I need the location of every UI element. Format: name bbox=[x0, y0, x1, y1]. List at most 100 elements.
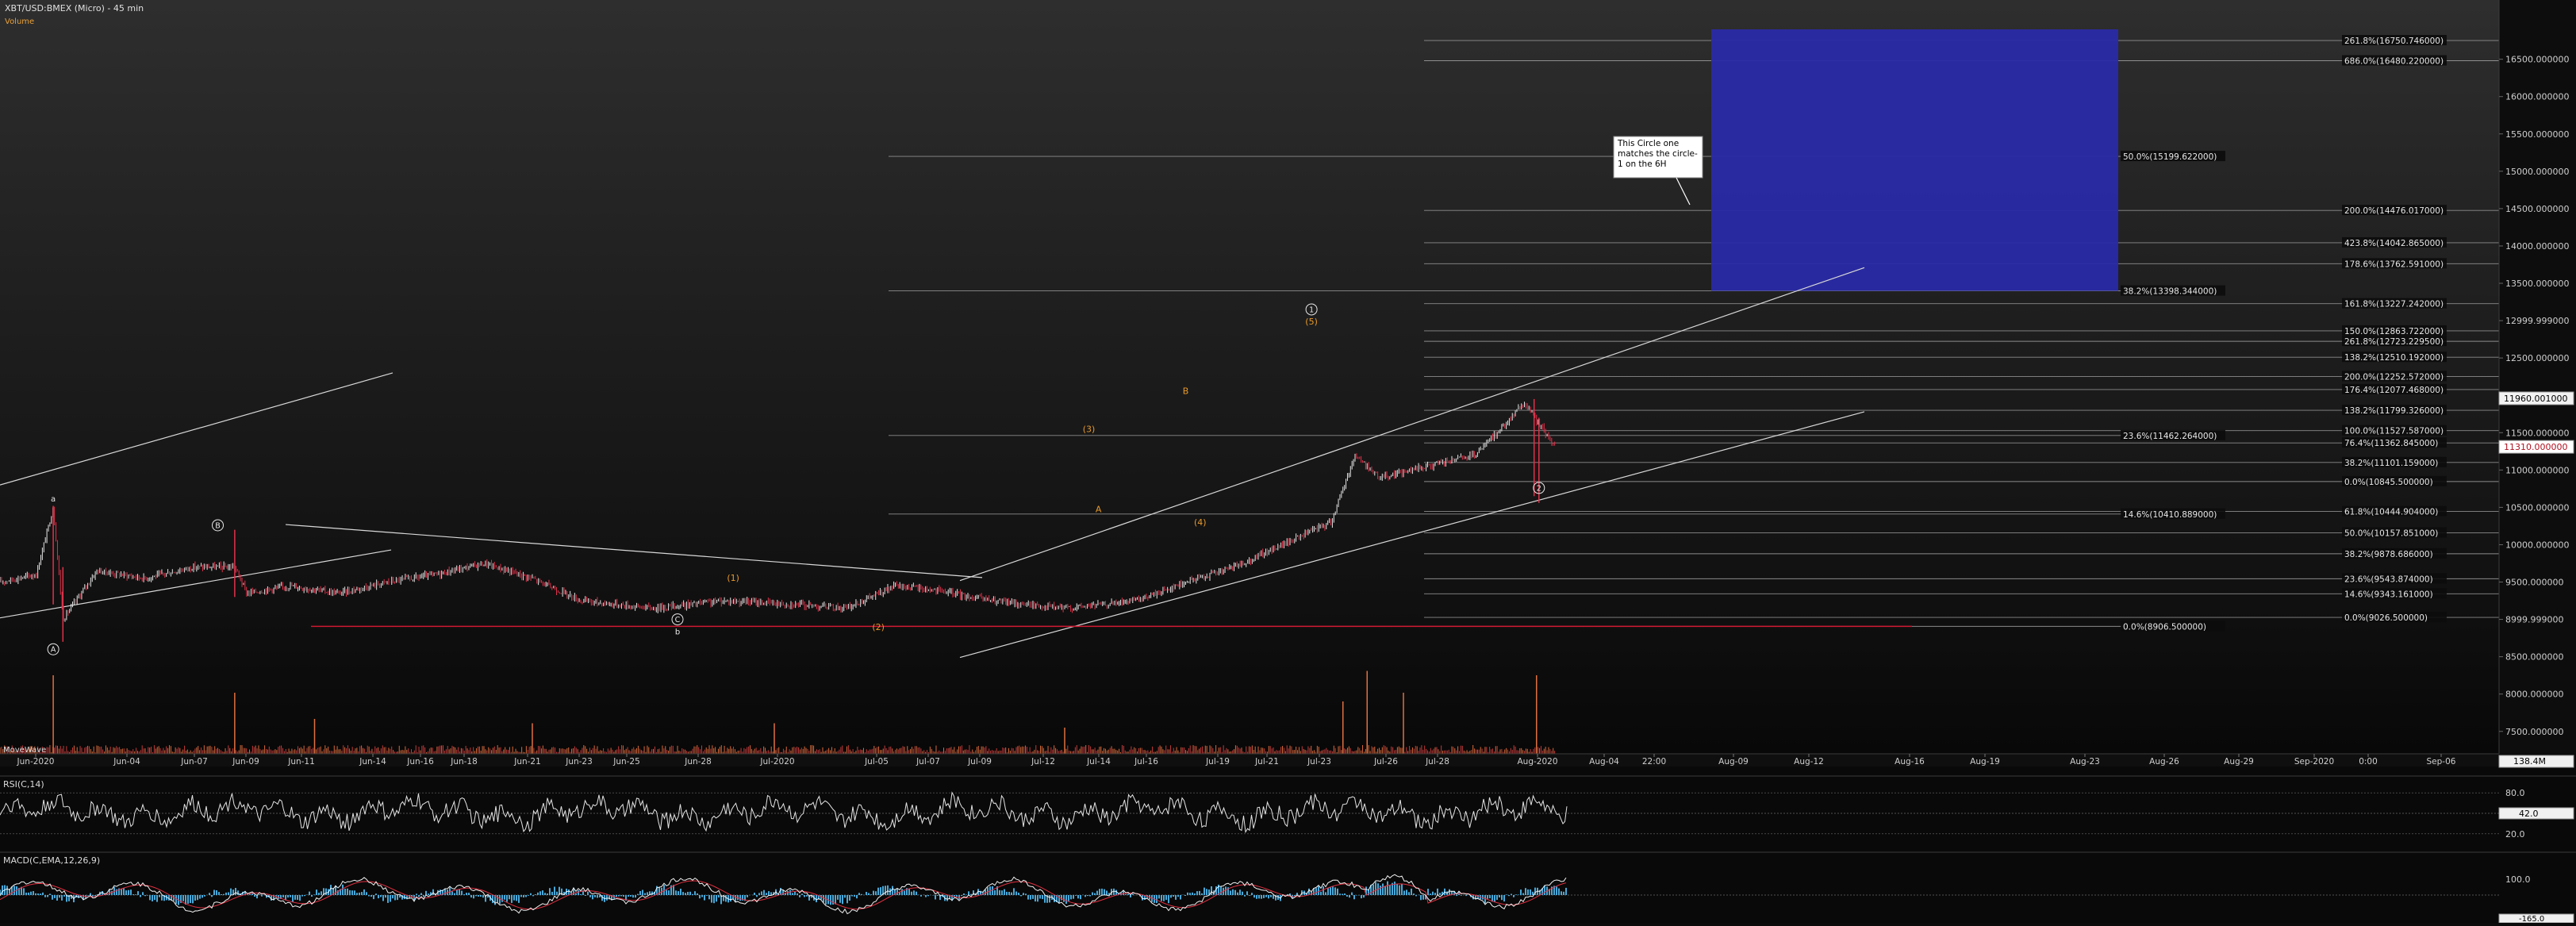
time-tick-label: Jun-28 bbox=[684, 757, 712, 767]
price-tick-label: 16000.000000 bbox=[2505, 92, 2569, 102]
price-tick-label: 8000.000000 bbox=[2505, 690, 2563, 700]
macd-axis-label: 100.0 bbox=[2505, 874, 2531, 885]
fib-label: 50.0%(10157.851000) bbox=[2344, 529, 2438, 539]
time-tick-label: Jun-18 bbox=[450, 757, 478, 767]
wave-labels: a A B Cb (1) (2) (3) A B (4) 1 (5) 2 bbox=[47, 303, 1545, 655]
fib-label-bg bbox=[2342, 236, 2447, 248]
price-tick-label: 8500.000000 bbox=[2505, 652, 2563, 663]
annotation-text: This Circle one matches the circle-1 on … bbox=[1618, 139, 1698, 169]
fib-label-bg bbox=[2121, 508, 2225, 519]
annotation-pointer bbox=[1676, 177, 1691, 206]
price-axis[interactable]: 16500.000000 16000.000000 15500.000000 1500… bbox=[2498, 0, 2576, 754]
macd-label: MACD(C,EMA,12,26,9) bbox=[3, 855, 100, 866]
time-axis[interactable]: Jun-2020 Jun-04 Jun-07 Jun-09 Jun-11 Jun-14 Ju… bbox=[0, 753, 2574, 768]
fib-label: 50.0%(15199.622000) bbox=[2123, 152, 2217, 162]
fib-label-bg bbox=[2342, 205, 2447, 216]
wave-label-circle bbox=[212, 519, 224, 532]
fib-label: 0.0%(8906.500000) bbox=[2123, 622, 2206, 632]
price-tick-label: 15000.000000 bbox=[2505, 167, 2569, 177]
rsi-pane: 80.050.020.042.0 bbox=[0, 775, 2576, 840]
fib-label: 150.0%(12863.722000) bbox=[2344, 327, 2444, 336]
annotation-box bbox=[1613, 136, 1703, 179]
wave-label: 2 bbox=[1537, 484, 1541, 493]
annotation-callout[interactable]: This Circle one matches the circle-1 on … bbox=[1613, 136, 1703, 206]
wave-label: b bbox=[675, 628, 680, 637]
fib-label: 38.2%(13398.344000) bbox=[2123, 287, 2217, 297]
fib-label-bg bbox=[2342, 336, 2447, 347]
time-tick-label: Aug-16 bbox=[1895, 757, 1925, 767]
wave-label: (5) bbox=[1305, 317, 1318, 327]
fib-label: 23.6%(11462.264000) bbox=[2123, 432, 2217, 441]
wave-label: a bbox=[51, 495, 56, 504]
fib-label: 161.8%(13227.242000) bbox=[2344, 300, 2444, 309]
last-price-box bbox=[2498, 391, 2574, 405]
fib-label-bg bbox=[2342, 352, 2447, 363]
time-tick-label: Jun-25 bbox=[612, 757, 640, 767]
macd-line bbox=[0, 874, 1567, 915]
time-tick-label: Jun-04 bbox=[113, 757, 140, 767]
time-tick-label: Aug-19 bbox=[1970, 757, 2000, 767]
fib-label-bg bbox=[2342, 573, 2447, 584]
time-tick-label: Jun-21 bbox=[513, 757, 541, 767]
price-tick-label: 13500.000000 bbox=[2505, 279, 2569, 289]
time-tick-label: 0:00 bbox=[2359, 757, 2378, 767]
trendline bbox=[959, 267, 1865, 582]
last-price-label: 11310.000000 bbox=[2504, 442, 2567, 452]
wave-label: C bbox=[675, 616, 681, 624]
time-tick-label: Jul-07 bbox=[916, 757, 940, 767]
trendlines bbox=[0, 267, 1912, 659]
fib-label: 23.6%(9543.874000) bbox=[2344, 574, 2433, 584]
time-tick-label: Jul-21 bbox=[1254, 757, 1279, 767]
volume-label: Volume bbox=[5, 17, 34, 26]
fib-label: 38.2%(11101.159000) bbox=[2344, 459, 2438, 468]
fib-label-bg bbox=[2342, 55, 2447, 66]
wave-label-circle bbox=[1305, 303, 1318, 316]
fib-label: 38.2%(9878.686000) bbox=[2344, 550, 2433, 559]
time-tick-label: Jul-2020 bbox=[759, 757, 794, 767]
macd-last-label: -165.0 bbox=[2519, 915, 2544, 923]
time-tick-label: Jun-16 bbox=[406, 757, 434, 767]
fib-label-bg bbox=[2342, 588, 2447, 599]
wave-label-circle bbox=[47, 643, 60, 655]
wave-label: (2) bbox=[872, 622, 885, 632]
time-tick-label: Aug-09 bbox=[1718, 757, 1749, 767]
fib-label-bg bbox=[2342, 456, 2447, 467]
time-tick-label: Aug-04 bbox=[1589, 757, 1619, 767]
last-price-label: 11960.001000 bbox=[2504, 394, 2567, 404]
price-tick-label: 16500.000000 bbox=[2505, 55, 2569, 65]
fib-label: 100.0%(11527.587000) bbox=[2344, 427, 2444, 436]
time-tick-label: Aug-2020 bbox=[1517, 757, 1557, 767]
wave-label: (1) bbox=[727, 573, 739, 583]
fib-label: 138.2%(12510.192000) bbox=[2344, 353, 2444, 363]
fib-label-bg bbox=[2342, 383, 2447, 394]
fib-label-bg bbox=[2342, 258, 2447, 269]
macd-pane: 100.0 -165.0 bbox=[0, 851, 2576, 924]
fib-label: 138.2%(11799.326000) bbox=[2344, 406, 2444, 416]
rsi-label: RSI(C,14) bbox=[3, 779, 44, 790]
fib-label: 200.0%(14476.017000) bbox=[2344, 206, 2444, 216]
fib-label: 61.8%(10444.904000) bbox=[2344, 508, 2438, 517]
wave-label-circle bbox=[1533, 482, 1545, 494]
time-tick-label: Jul-19 bbox=[1205, 757, 1230, 767]
volume-last-label: 138.4M bbox=[2513, 756, 2546, 767]
fib-label-bg bbox=[2342, 548, 2447, 559]
fib-label-bg bbox=[2342, 298, 2447, 309]
rsi-axis-label: 80.0 bbox=[2505, 788, 2525, 798]
fib-label: 0.0%(10845.500000) bbox=[2344, 478, 2433, 487]
fib-label-bg bbox=[2342, 505, 2447, 517]
rsi-axis-label: 20.0 bbox=[2505, 829, 2525, 840]
trendline bbox=[285, 524, 983, 578]
time-tick-label: Jun-07 bbox=[180, 757, 208, 767]
wave-label: B bbox=[1183, 386, 1189, 397]
fib-label: 200.0%(12252.572000) bbox=[2344, 372, 2444, 382]
time-tick-label: Jun-09 bbox=[232, 757, 259, 767]
time-tick-label: Jun-2020 bbox=[17, 757, 55, 767]
rsi-line bbox=[0, 791, 1568, 834]
rsi-last-box bbox=[2498, 807, 2574, 820]
volume-last-box bbox=[2498, 755, 2574, 768]
fib-label-bg bbox=[2121, 621, 2225, 632]
wave-label-circle bbox=[671, 613, 684, 626]
fib-label-bg bbox=[2121, 285, 2225, 296]
